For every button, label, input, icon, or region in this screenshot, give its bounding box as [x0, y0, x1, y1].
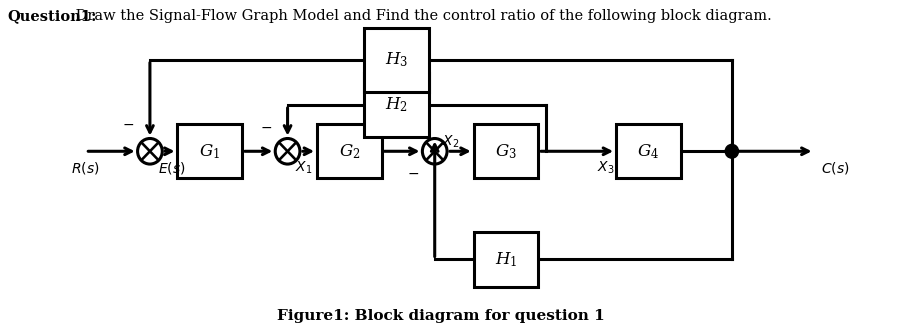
Text: $X_2$: $X_2$: [442, 134, 460, 150]
Text: $G_2$: $G_2$: [339, 142, 360, 161]
Text: $X_3$: $X_3$: [596, 160, 614, 176]
Circle shape: [275, 138, 300, 164]
Circle shape: [423, 138, 447, 164]
Text: $-$: $-$: [407, 166, 420, 180]
Text: $R(s)$: $R(s)$: [71, 160, 100, 176]
Text: $H_1$: $H_1$: [495, 250, 517, 269]
Text: $E(s)$: $E(s)$: [158, 160, 186, 176]
Bar: [473, 124, 538, 178]
Text: $-$: $-$: [122, 117, 134, 131]
Text: $H_2$: $H_2$: [385, 96, 408, 115]
Text: $G_4$: $G_4$: [637, 142, 659, 161]
Bar: [473, 233, 538, 287]
Text: $H_3$: $H_3$: [385, 50, 408, 69]
Bar: [177, 124, 242, 178]
Text: Draw the Signal-Flow Graph Model and Find the control ratio of the following blo: Draw the Signal-Flow Graph Model and Fin…: [71, 9, 772, 23]
Bar: [365, 73, 429, 137]
Text: $C(s)$: $C(s)$: [821, 160, 849, 176]
Text: $G_3$: $G_3$: [495, 142, 517, 161]
Bar: [365, 28, 429, 92]
Bar: [317, 124, 381, 178]
Text: Figure1: Block diagram for question 1: Figure1: Block diagram for question 1: [277, 309, 605, 323]
Circle shape: [725, 144, 738, 158]
Text: $-$: $-$: [260, 120, 272, 134]
Text: $X_1$: $X_1$: [295, 160, 313, 176]
Bar: [616, 124, 680, 178]
Circle shape: [138, 138, 162, 164]
Text: Question1:: Question1:: [7, 9, 97, 23]
Text: $G_1$: $G_1$: [199, 142, 221, 161]
